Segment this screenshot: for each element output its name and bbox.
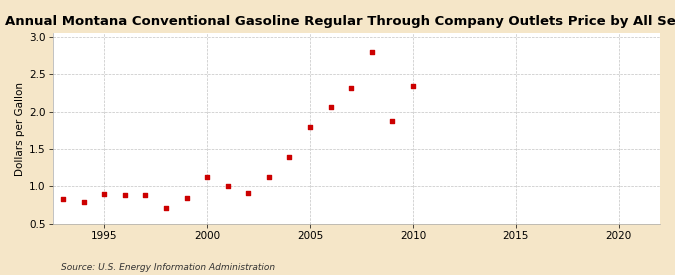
Point (119, 192, 130, 197)
Point (408, 84, 418, 89)
Title: Annual Montana Conventional Gasoline Regular Through Company Outlets Price by Al: Annual Montana Conventional Gasoline Reg… (5, 15, 675, 28)
Point (181, 196, 192, 200)
Point (57, 197, 68, 201)
Point (263, 175, 274, 180)
Text: Source: U.S. Energy Information Administration: Source: U.S. Energy Information Administ… (61, 263, 275, 272)
Point (243, 191, 254, 195)
Point (222, 183, 233, 188)
Point (78, 200, 89, 204)
Point (284, 154, 295, 159)
Point (367, 50, 377, 54)
Point (161, 206, 171, 210)
Point (387, 119, 398, 123)
Y-axis label: Dollars per Gallon: Dollars per Gallon (15, 82, 25, 175)
Point (99, 192, 109, 196)
Point (140, 192, 151, 197)
Point (304, 125, 315, 129)
Point (346, 86, 356, 90)
Point (325, 104, 336, 109)
Point (202, 175, 213, 179)
